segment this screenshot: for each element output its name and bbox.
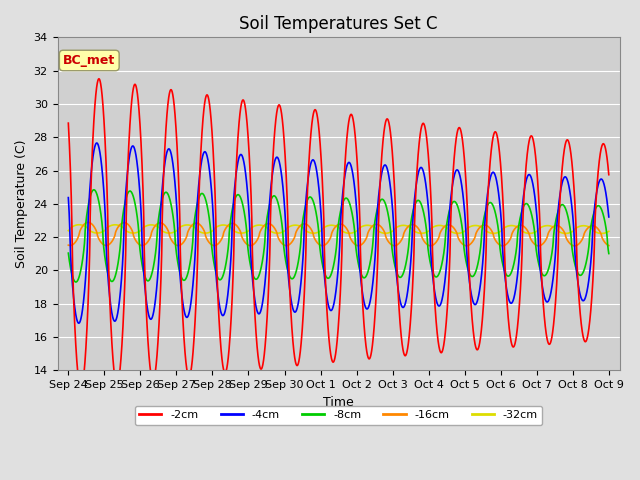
X-axis label: Time: Time — [323, 396, 354, 408]
Text: BC_met: BC_met — [63, 54, 115, 67]
Title: Soil Temperatures Set C: Soil Temperatures Set C — [239, 15, 438, 33]
Legend: -2cm, -4cm, -8cm, -16cm, -32cm: -2cm, -4cm, -8cm, -16cm, -32cm — [134, 406, 543, 425]
Y-axis label: Soil Temperature (C): Soil Temperature (C) — [15, 140, 28, 268]
